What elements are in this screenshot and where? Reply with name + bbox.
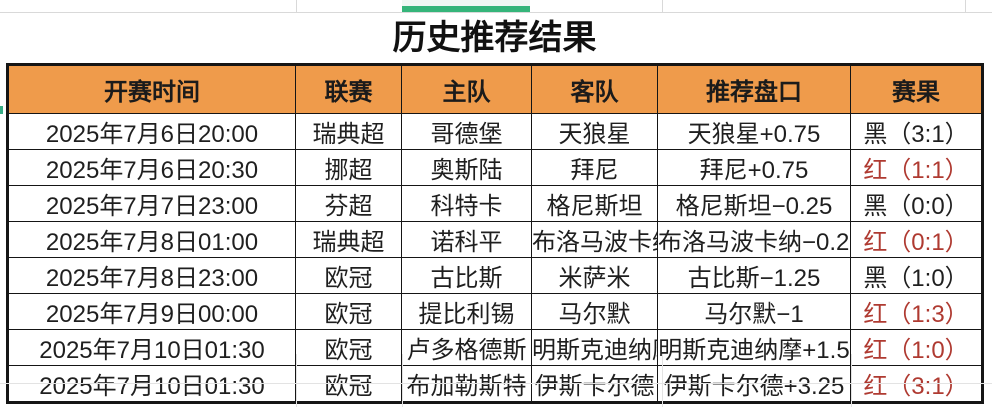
cell-handicap[interactable]: 格尼斯坦−0.25 xyxy=(657,185,851,222)
cell-handicap[interactable]: 天狼星+0.75 xyxy=(657,113,851,150)
gridline-vertical xyxy=(662,354,663,407)
cell-result[interactable]: 黑（0:0） xyxy=(850,185,983,222)
cell-result[interactable]: 红（0:1） xyxy=(850,221,983,258)
cell-handicap[interactable]: 伊斯卡尔德+3.25 xyxy=(657,365,851,403)
table-row: 2025年7月10日01:30 欧冠 卢多格德斯 明斯克迪纳摩 明斯克迪纳摩+1… xyxy=(7,329,983,366)
cell-league[interactable]: 欧冠 xyxy=(295,293,402,330)
table-row: 2025年7月6日20:30 挪超 奥斯陆 拜尼 拜尼+0.75 红（1:1） xyxy=(7,149,983,186)
cell-away-team[interactable]: 格尼斯坦 xyxy=(531,185,658,222)
gridline-horizontal xyxy=(0,383,992,384)
cell-league[interactable]: 挪超 xyxy=(295,149,402,186)
gridline-vertical xyxy=(296,354,297,407)
row-marker-green xyxy=(0,106,3,114)
gridline-vertical xyxy=(662,0,663,12)
cell-result[interactable]: 红（3:1） xyxy=(850,365,983,403)
cell-result[interactable]: 黑（3:1） xyxy=(850,113,983,150)
page-title: 历史推荐结果 xyxy=(392,19,597,57)
cell-handicap[interactable]: 古比斯−1.25 xyxy=(657,257,851,294)
cell-away-team[interactable]: 布洛马波卡纳 xyxy=(531,221,658,258)
table-row: 2025年7月8日01:00 瑞典超 诺科平 布洛马波卡纳 布洛马波卡纳−0.2… xyxy=(7,221,983,258)
cell-league[interactable]: 芬超 xyxy=(295,185,402,222)
cell-league[interactable]: 欧冠 xyxy=(295,257,402,294)
cell-handicap[interactable]: 布洛马波卡纳−0.25 xyxy=(657,221,851,258)
table-row: 2025年7月10日01:30 欧冠 布加勒斯特 伊斯卡尔德 伊斯卡尔德+3.2… xyxy=(7,365,983,403)
cell-result[interactable]: 红（1:1） xyxy=(850,149,983,186)
cell-result[interactable]: 红（1:0） xyxy=(850,329,983,366)
table-row: 2025年7月7日23:00 芬超 科特卡 格尼斯坦 格尼斯坦−0.25 黑（0… xyxy=(7,185,983,222)
cell-match-time[interactable]: 2025年7月7日23:00 xyxy=(7,185,296,222)
table-row: 2025年7月8日23:00 欧冠 古比斯 米萨米 古比斯−1.25 黑（1:0… xyxy=(7,257,983,294)
cell-home-team[interactable]: 布加勒斯特 xyxy=(401,365,532,403)
col-header-league[interactable]: 联赛 xyxy=(295,64,402,114)
cell-match-time[interactable]: 2025年7月10日01:30 xyxy=(7,365,296,403)
gridline-vertical xyxy=(851,354,852,407)
gridline-vertical xyxy=(965,0,966,12)
cell-match-time[interactable]: 2025年7月8日23:00 xyxy=(7,257,296,294)
cell-home-team[interactable]: 奥斯陆 xyxy=(401,149,532,186)
cell-result[interactable]: 红（1:3） xyxy=(850,293,983,330)
cell-handicap[interactable]: 拜尼+0.75 xyxy=(657,149,851,186)
results-table: 开赛时间 联赛 主队 客队 推荐盘口 赛果 2025年7月6日20:00 瑞典超… xyxy=(6,63,984,404)
cell-match-time[interactable]: 2025年7月10日01:30 xyxy=(7,329,296,366)
gridline-horizontal xyxy=(0,12,992,13)
cell-league[interactable]: 瑞典超 xyxy=(295,113,402,150)
cell-league[interactable]: 瑞典超 xyxy=(295,221,402,258)
active-cell-green-underline xyxy=(402,6,530,13)
cell-away-team[interactable]: 马尔默 xyxy=(531,293,658,330)
cell-home-team[interactable]: 哥德堡 xyxy=(401,113,532,150)
active-cell-tint xyxy=(402,0,530,6)
cell-result[interactable]: 黑（1:0） xyxy=(850,257,983,294)
cell-match-time[interactable]: 2025年7月6日20:00 xyxy=(7,113,296,150)
col-header-home[interactable]: 主队 xyxy=(401,64,532,114)
cell-away-team[interactable]: 明斯克迪纳摩 xyxy=(531,329,658,366)
cell-away-team[interactable]: 米萨米 xyxy=(531,257,658,294)
cell-home-team[interactable]: 提比利锡 xyxy=(401,293,532,330)
cell-match-time[interactable]: 2025年7月8日01:00 xyxy=(7,221,296,258)
gridline-vertical xyxy=(296,0,297,12)
cell-league[interactable]: 欧冠 xyxy=(295,365,402,403)
cell-handicap[interactable]: 明斯克迪纳摩+1.5 xyxy=(657,329,851,366)
cell-away-team[interactable]: 天狼星 xyxy=(531,113,658,150)
cell-handicap[interactable]: 马尔默−1 xyxy=(657,293,851,330)
cell-home-team[interactable]: 诺科平 xyxy=(401,221,532,258)
cell-home-team[interactable]: 科特卡 xyxy=(401,185,532,222)
cell-match-time[interactable]: 2025年7月6日20:30 xyxy=(7,149,296,186)
cell-league[interactable]: 欧冠 xyxy=(295,329,402,366)
table-row: 2025年7月9日00:00 欧冠 提比利锡 马尔默 马尔默−1 红（1:3） xyxy=(7,293,983,330)
col-header-time[interactable]: 开赛时间 xyxy=(7,64,296,114)
col-header-away[interactable]: 客队 xyxy=(531,64,658,114)
col-header-result[interactable]: 赛果 xyxy=(850,64,983,114)
cell-home-team[interactable]: 古比斯 xyxy=(401,257,532,294)
table-row: 2025年7月6日20:00 瑞典超 哥德堡 天狼星 天狼星+0.75 黑（3:… xyxy=(7,113,983,150)
cell-away-team[interactable]: 伊斯卡尔德 xyxy=(531,365,658,403)
gridline-vertical xyxy=(402,354,403,407)
cell-away-team[interactable]: 拜尼 xyxy=(531,149,658,186)
header-row: 开赛时间 联赛 主队 客队 推荐盘口 赛果 xyxy=(7,64,983,114)
cell-match-time[interactable]: 2025年7月9日00:00 xyxy=(7,293,296,330)
col-header-handicap[interactable]: 推荐盘口 xyxy=(657,64,851,114)
cell-home-team[interactable]: 卢多格德斯 xyxy=(401,329,532,366)
